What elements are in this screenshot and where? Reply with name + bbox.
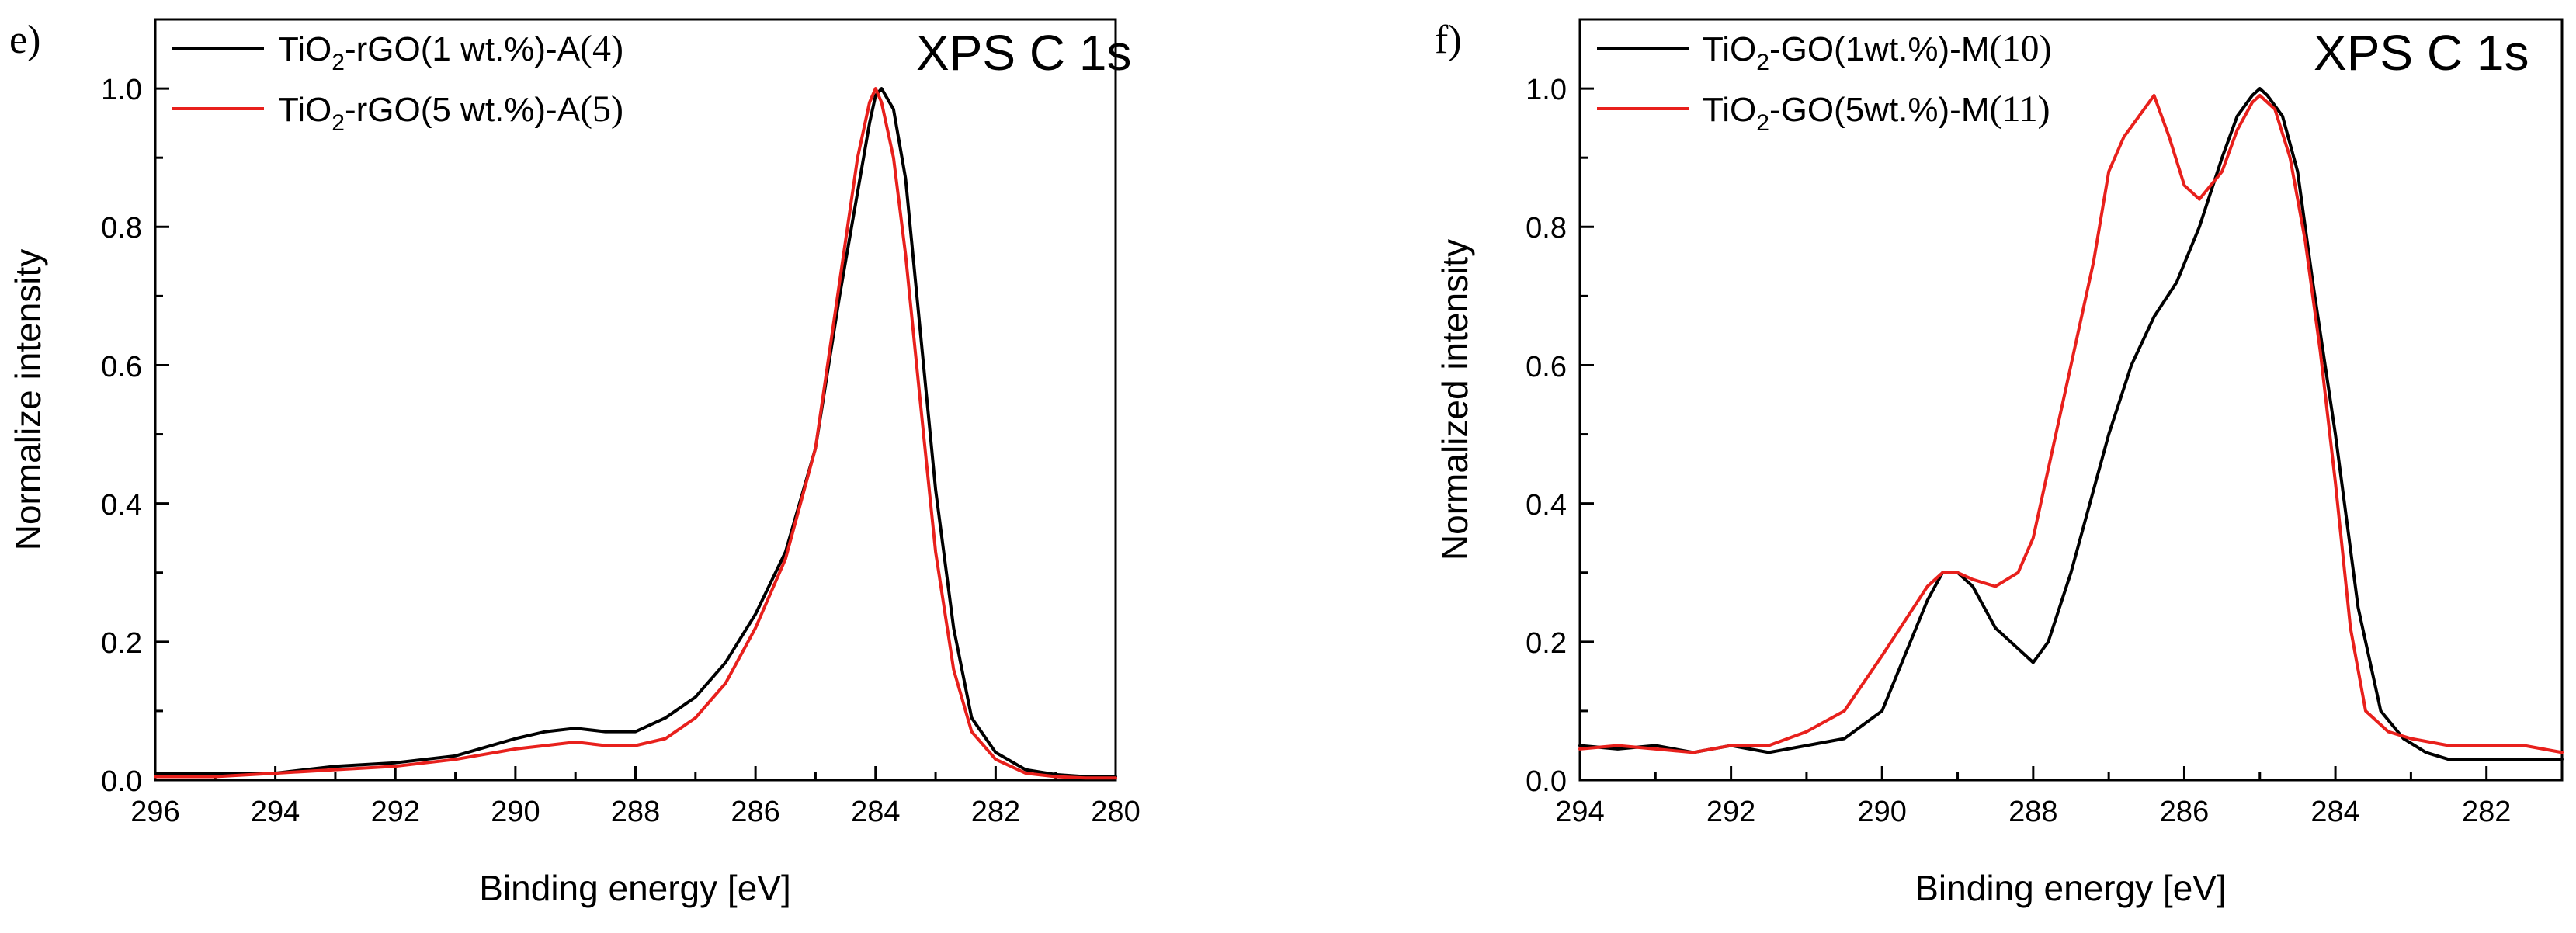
panel-e-legend-label-1: TiO2-rGO(1 wt.%)-A(4) [278, 28, 623, 75]
panel-e-x-tick-label: 280 [1091, 796, 1140, 828]
panel-f-y-tick-label: 0.4 [1526, 489, 1567, 522]
panel-e-label: e) [9, 18, 40, 62]
panel-e-y-tick-label: 0.8 [101, 212, 142, 245]
panel-f-x-tick-label: 288 [2008, 796, 2057, 828]
panel-f-y-tick-label: 0.8 [1526, 212, 1567, 245]
panel-f-title: XPS C 1s [2314, 25, 2529, 81]
panel-f-series [1578, 87, 2564, 761]
panel-f-y-tick-label: 1.0 [1526, 74, 1567, 106]
panel-f: f) 294 292 290 288 286 284 282 0.0 0.2 0… [1435, 18, 2564, 908]
panel-e-legend: TiO2-rGO(1 wt.%)-A(4) TiO2-rGO(5 wt.%)-A… [172, 28, 623, 136]
panel-f-x-tick-label: 286 [2160, 796, 2209, 828]
panel-e-x-tick-label: 286 [731, 796, 779, 828]
panel-f-x-tick-label: 292 [1706, 796, 1755, 828]
panel-f-y-tick-label: 0.0 [1526, 765, 1567, 798]
panel-e-legend-label-2: TiO2-rGO(5 wt.%)-A(5) [278, 88, 623, 136]
panel-e-y-tick-label: 0.6 [101, 351, 142, 383]
panel-f-x-tick-labels: 294 292 290 288 286 284 282 [1555, 796, 2511, 828]
panel-f-x-tick-label: 294 [1555, 796, 1604, 828]
panel-f-series-line-1 [1578, 87, 2564, 761]
panel-f-y-tick-labels: 0.0 0.2 0.4 0.6 0.8 1.0 [1526, 74, 1567, 798]
panel-e-x-tick-label: 288 [611, 796, 660, 828]
panel-e-x-tick-labels: 296 294 292 290 288 286 284 282 280 [130, 796, 1140, 828]
panel-f-legend-label-2: TiO2-GO(5wt.%)-M(11) [1703, 88, 2050, 136]
panel-e-x-tick-label: 284 [851, 796, 900, 828]
panel-e-y-tick-label: 1.0 [101, 74, 142, 106]
panel-e-x-tick-label: 296 [130, 796, 179, 828]
panel-e-series-line-1 [154, 87, 1117, 779]
panel-e-plot-frame [154, 18, 1117, 782]
panel-e-x-tick-label: 290 [491, 796, 540, 828]
panel-f-legend-label-1: TiO2-GO(1wt.%)-M(10) [1703, 28, 2051, 75]
panel-e-y-tick-label: 0.4 [101, 489, 142, 522]
panel-e-y-tick-label: 0.2 [101, 627, 142, 660]
panel-e-y-tick-labels: 0.0 0.2 0.4 0.6 0.8 1.0 [101, 74, 142, 798]
panel-f-x-tick-label: 282 [2462, 796, 2511, 828]
panel-e: e) 296 294 292 290 288 286 284 282 280 0… [8, 18, 1140, 908]
panel-f-x-tick-label: 290 [1857, 796, 1906, 828]
panel-e-x-tick-label: 292 [371, 796, 420, 828]
panel-e-y-axis-label: Normalize intensity [8, 249, 48, 551]
panel-f-ticks [1578, 87, 2564, 782]
panel-f-label: f) [1435, 18, 1462, 62]
panel-f-x-axis-label: Binding energy [eV] [1915, 868, 2227, 908]
panel-f-plot-frame [1578, 18, 2564, 782]
panel-e-x-tick-label: 282 [971, 796, 1020, 828]
panel-e-series [154, 87, 1117, 780]
panel-f-legend: TiO2-GO(1wt.%)-M(10) TiO2-GO(5wt.%)-M(11… [1597, 28, 2051, 136]
panel-f-series-line-2 [1578, 94, 2564, 754]
panel-e-series-line-2 [154, 87, 1117, 780]
panel-e-y-tick-label: 0.0 [101, 765, 142, 798]
panel-e-x-tick-label: 294 [251, 796, 300, 828]
panel-f-y-axis-label: Normalized intensity [1435, 239, 1475, 560]
panel-e-x-axis-label: Binding energy [eV] [479, 868, 791, 908]
panel-f-y-tick-label: 0.2 [1526, 627, 1567, 660]
panel-f-x-tick-label: 284 [2310, 796, 2359, 828]
panel-f-y-tick-label: 0.6 [1526, 351, 1567, 383]
panel-e-title: XPS C 1s [916, 25, 1131, 81]
panel-e-ticks [154, 87, 1117, 782]
